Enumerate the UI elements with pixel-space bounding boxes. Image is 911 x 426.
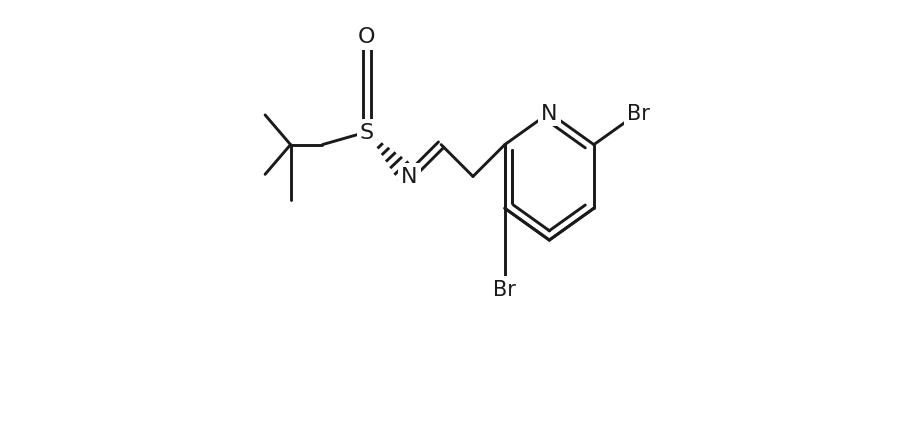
Text: O: O: [358, 27, 375, 47]
Text: Br: Br: [626, 104, 650, 124]
Text: Br: Br: [493, 279, 516, 299]
Text: N: N: [401, 167, 417, 187]
Text: S: S: [360, 123, 374, 143]
Text: N: N: [540, 104, 557, 124]
